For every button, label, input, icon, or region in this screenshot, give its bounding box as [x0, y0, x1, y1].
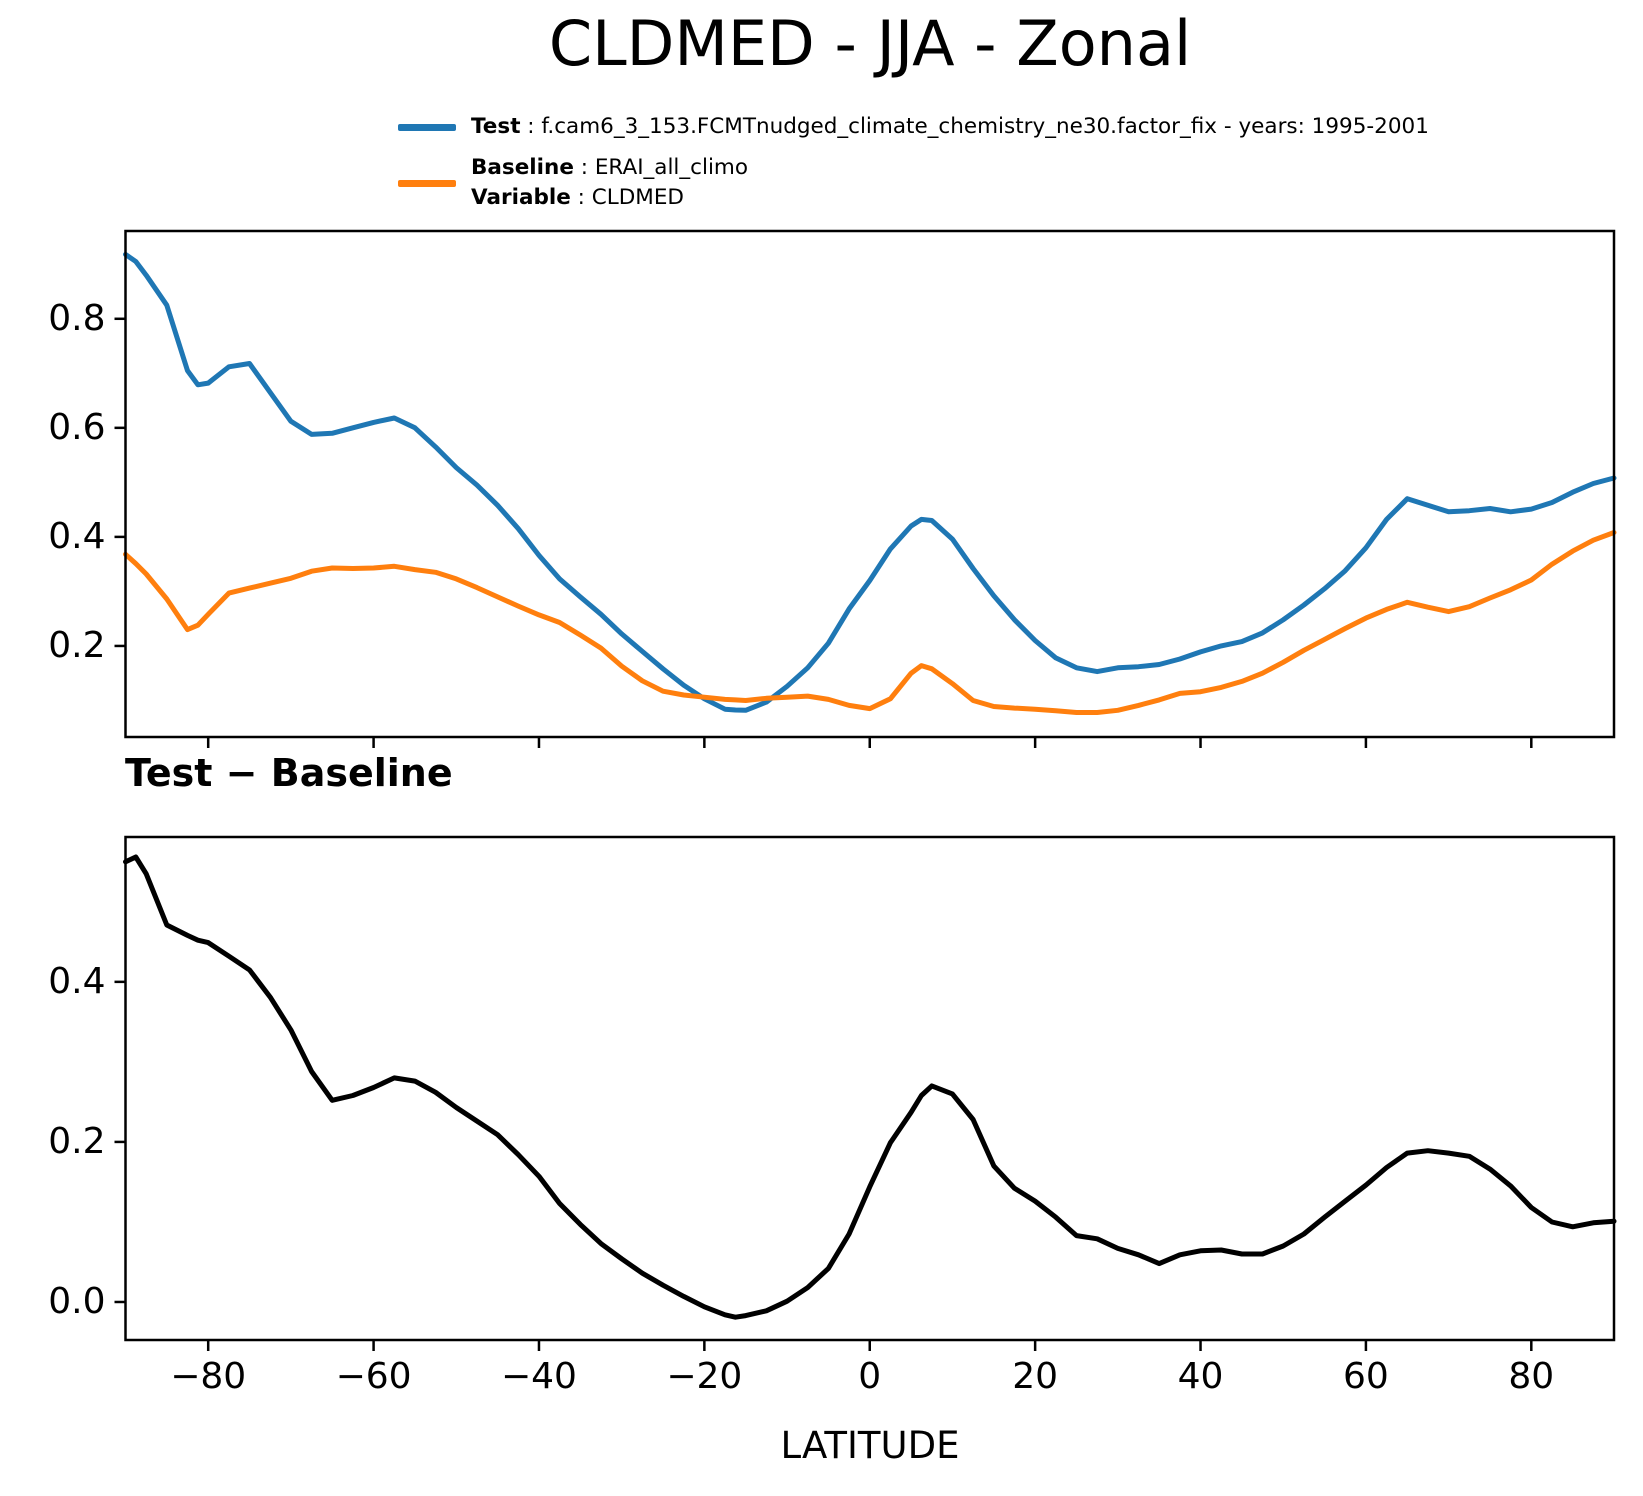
x-tick-label-0: 0	[858, 1356, 882, 1397]
legend-swatch-baseline	[398, 179, 456, 187]
y-tick-label-difference-0.2: 0.2	[48, 1120, 106, 1162]
axes-frame-difference	[124, 835, 1616, 1342]
y-tick-label-comparison-0.8: 0.8	[48, 297, 106, 339]
x-tick-label-−20: −20	[666, 1356, 743, 1397]
series-line-diff	[123, 854, 1617, 1320]
legend-entry-test: Test : f.cam6_3_153.FCMTnudged_climate_c…	[398, 112, 1429, 142]
x-axis-label: LATITUDE	[780, 1424, 960, 1467]
axes-frame-comparison	[124, 229, 1616, 739]
x-tick-label-60: 60	[1343, 1356, 1389, 1397]
legend-label-baseline: Baseline : ERAI_all_climo	[471, 153, 748, 183]
y-tick-label-comparison-0.2: 0.2	[48, 624, 106, 666]
legend-entry-baseline: Baseline : ERAI_all_climo Variable : CLD…	[398, 153, 1429, 213]
series-line-test	[123, 251, 1617, 713]
chart-title: CLDMED - JJA - Zonal	[548, 7, 1192, 80]
legend-separator: :	[570, 185, 592, 210]
difference-panel-title: Test − Baseline	[125, 751, 453, 795]
legend-swatch-test	[398, 123, 456, 131]
legend-separator: :	[573, 155, 595, 180]
legend-variable-key: Variable	[471, 185, 571, 210]
legend-baseline-key: Baseline	[471, 155, 574, 180]
y-tick-label-comparison-0.6: 0.6	[48, 406, 106, 448]
legend-separator: :	[520, 114, 542, 139]
legend-label-variable: Variable : CLDMED	[471, 183, 748, 213]
legend-test-value: f.cam6_3_153.FCMTnudged_climate_chemistr…	[541, 114, 1429, 139]
x-tick-label-20: 20	[1012, 1356, 1059, 1397]
x-tick-label-−80: −80	[170, 1356, 247, 1397]
x-tick-label-40: 40	[1177, 1356, 1224, 1397]
legend-variable-value: CLDMED	[591, 185, 684, 210]
legend-baseline-value: ERAI_all_climo	[594, 155, 749, 180]
x-tick-label-−60: −60	[335, 1356, 412, 1397]
y-tick-label-comparison-0.4: 0.4	[48, 515, 106, 557]
y-tick-label-difference-0.0: 0.0	[48, 1280, 106, 1322]
y-tick-label-difference-0.4: 0.4	[48, 960, 106, 1002]
legend-label-test: Test : f.cam6_3_153.FCMTnudged_climate_c…	[471, 112, 1429, 142]
legend: Test : f.cam6_3_153.FCMTnudged_climate_c…	[398, 112, 1429, 224]
x-tick-label-−40: −40	[500, 1356, 577, 1397]
x-tick-label-80: 80	[1508, 1356, 1555, 1397]
legend-test-key: Test	[471, 114, 521, 139]
legend-baseline-lines: Baseline : ERAI_all_climo Variable : CLD…	[471, 153, 748, 213]
series-line-baseline	[123, 530, 1617, 715]
